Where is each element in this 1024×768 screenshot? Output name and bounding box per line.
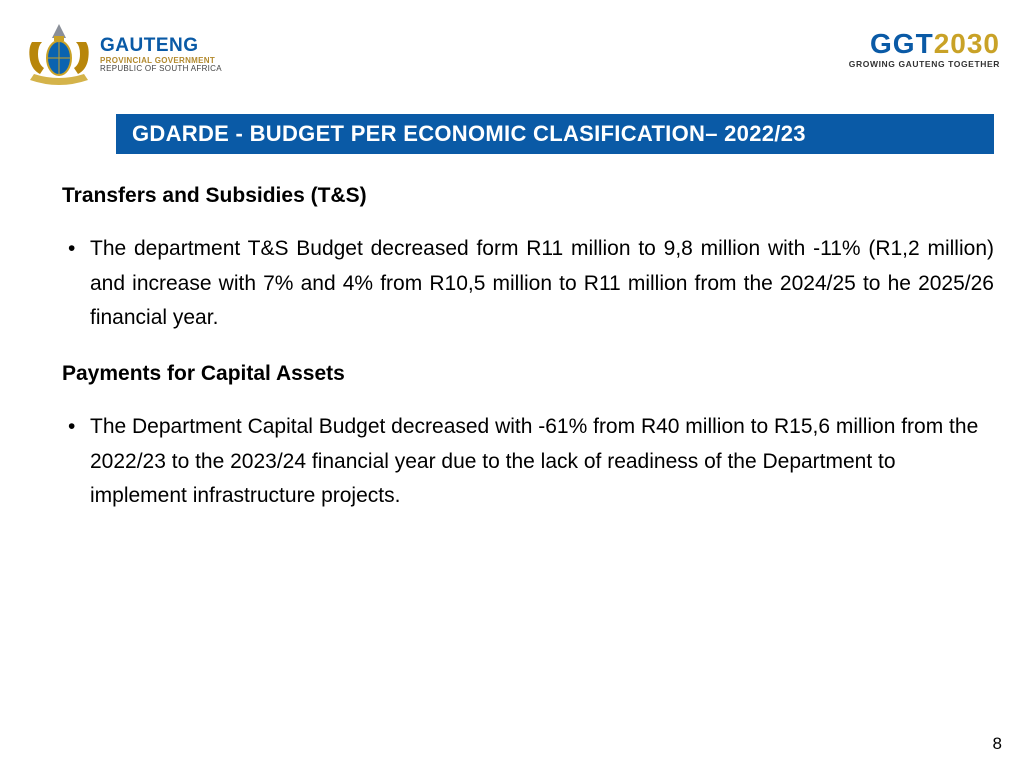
bullet-list: The Department Capital Budget decreased … — [62, 410, 994, 514]
section-heading: Transfers and Subsidies (T&S) — [62, 184, 994, 208]
bullet-list: The department T&S Budget decreased form… — [62, 232, 994, 336]
slide-content: Transfers and Subsidies (T&S) The depart… — [0, 154, 1024, 514]
list-item: The department T&S Budget decreased form… — [62, 232, 994, 336]
list-item: The Department Capital Budget decreased … — [62, 410, 994, 514]
crest-icon — [24, 18, 94, 90]
section-heading: Payments for Capital Assets — [62, 362, 994, 386]
section-0: Transfers and Subsidies (T&S) The depart… — [62, 184, 994, 336]
ggt-text: GGT — [870, 28, 934, 59]
slide-header: GAUTENG PROVINCIAL GOVERNMENT REPUBLIC O… — [0, 0, 1024, 90]
ggt-logo: GGT2030 — [849, 30, 1000, 58]
ggt-year: 2030 — [934, 28, 1000, 59]
section-1: Payments for Capital Assets The Departme… — [62, 362, 994, 514]
gauteng-title: GAUTENG — [100, 36, 222, 55]
gauteng-sub2: REPUBLIC OF SOUTH AFRICA — [100, 65, 222, 73]
logo-left: GAUTENG PROVINCIAL GOVERNMENT REPUBLIC O… — [24, 18, 222, 90]
gauteng-text: GAUTENG PROVINCIAL GOVERNMENT REPUBLIC O… — [100, 36, 222, 73]
page-number: 8 — [993, 734, 1002, 754]
logo-right: GGT2030 GROWING GAUTENG TOGETHER — [849, 18, 1000, 69]
ggt-sub: GROWING GAUTENG TOGETHER — [849, 60, 1000, 69]
title-bar: GDARDE - BUDGET PER ECONOMIC CLASIFICATI… — [116, 114, 994, 154]
